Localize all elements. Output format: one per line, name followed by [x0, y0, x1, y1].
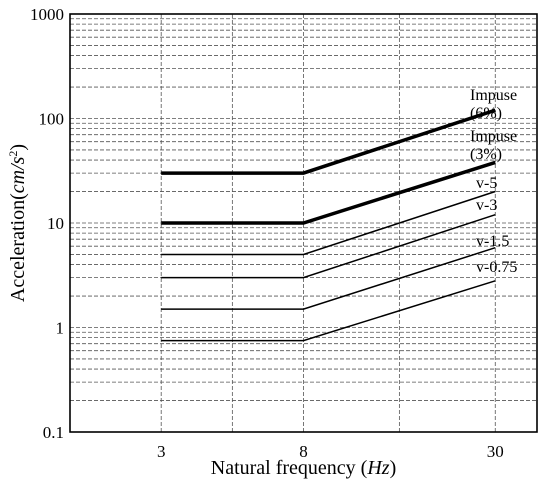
x-tick-label: 8: [299, 442, 308, 461]
grid: [70, 14, 537, 432]
y-tick-label: 1: [56, 319, 65, 338]
y-tick-label: 0.1: [43, 423, 64, 442]
series-label-2: Impuse: [470, 128, 517, 145]
x-tick-label: 3: [157, 442, 166, 461]
series-label-1: Impuse: [470, 87, 517, 104]
series-label-5: v-1.5: [476, 233, 509, 250]
x-tick-label: 30: [487, 442, 504, 461]
series-line-5: [161, 246, 496, 310]
y-tick-label: 100: [39, 110, 65, 129]
x-axis-title: Natural frequency (Hz): [211, 457, 397, 479]
x-axis-unit: Hz: [366, 457, 389, 479]
series-label-1: (6%): [470, 105, 502, 122]
series-line-2: [161, 160, 496, 225]
y-tick-label: 10: [47, 214, 64, 233]
y-axis-title-text: Acceleration: [7, 200, 29, 302]
series-line-3: [161, 190, 496, 256]
y-axis-unit: cm/s: [7, 156, 29, 193]
y-axis-unit-exponent: 2: [6, 151, 20, 157]
y-axis-title: Acceleration(cm/s2): [6, 144, 29, 302]
series-lines: [161, 108, 496, 342]
series-label-6: v-0.75: [476, 259, 517, 276]
x-axis-title-text: Natural frequency: [211, 457, 356, 479]
series-label-2: (3%): [470, 146, 502, 163]
plot-frame: [69, 13, 538, 433]
tick-labels: 0.1 1 10 100 1000 3 8 30: [30, 5, 504, 461]
series-line-4: [161, 213, 496, 279]
series-label-4: v-3: [476, 197, 497, 214]
y-tick-label: 1000: [30, 5, 64, 24]
series-label-3: v-5: [476, 175, 497, 192]
series-labels: Impuse(6%)Impuse(3%)v-5v-3v-1.5v-0.75: [470, 87, 517, 276]
series-line-1: [161, 108, 496, 175]
series-line-6: [161, 280, 496, 342]
